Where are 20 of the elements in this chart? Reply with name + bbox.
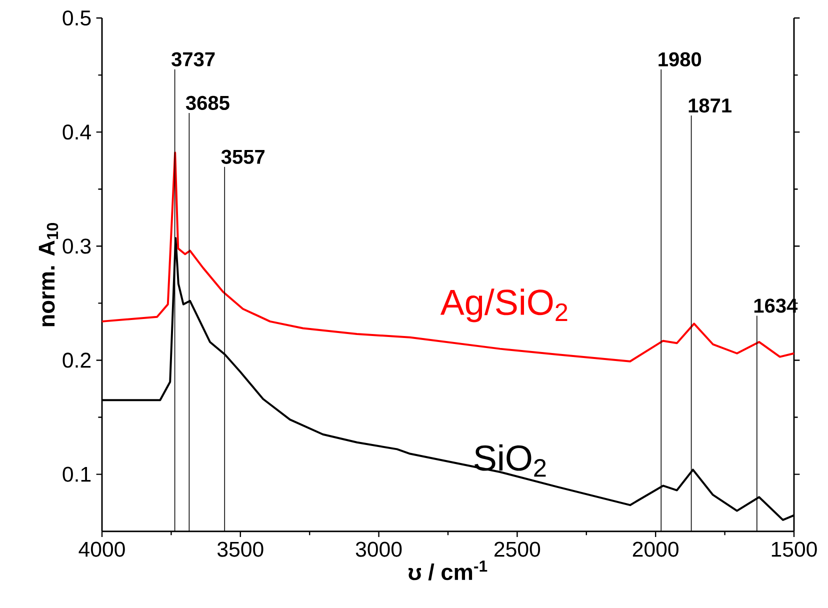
y-tick-label: 0.2 (62, 352, 91, 368)
y-tick-label: 0.4 (62, 124, 91, 140)
ref-line-label: 3557 (221, 150, 264, 164)
text: norm. A$_{10}$ (38, 222, 58, 326)
x-tick-label: 2000 (632, 542, 678, 557)
series-label: SiO$_{2}$ (474, 444, 546, 476)
x-tick-label: 3500 (217, 542, 264, 557)
x-tick-label: 2500 (494, 542, 540, 557)
series-label: Ag/SiO$_{2}$ (440, 288, 568, 322)
x-tick-label: 4000 (78, 542, 125, 557)
y-tick-label: 0.5 (62, 10, 91, 26)
ref-line-label: 1871 (688, 98, 732, 112)
ref-line-label: 3685 (186, 96, 230, 110)
ref-line-label: 3737 (172, 52, 215, 66)
ref-line-label: 1980 (658, 52, 702, 66)
x-tick-label: 3000 (356, 542, 402, 557)
text: ʊ / cm$^{-1}$ (408, 560, 488, 580)
y-tick-label: 0.1 (62, 466, 91, 482)
x-tick-label: 1500 (772, 542, 817, 557)
y-tick-label: 0.3 (62, 238, 91, 254)
